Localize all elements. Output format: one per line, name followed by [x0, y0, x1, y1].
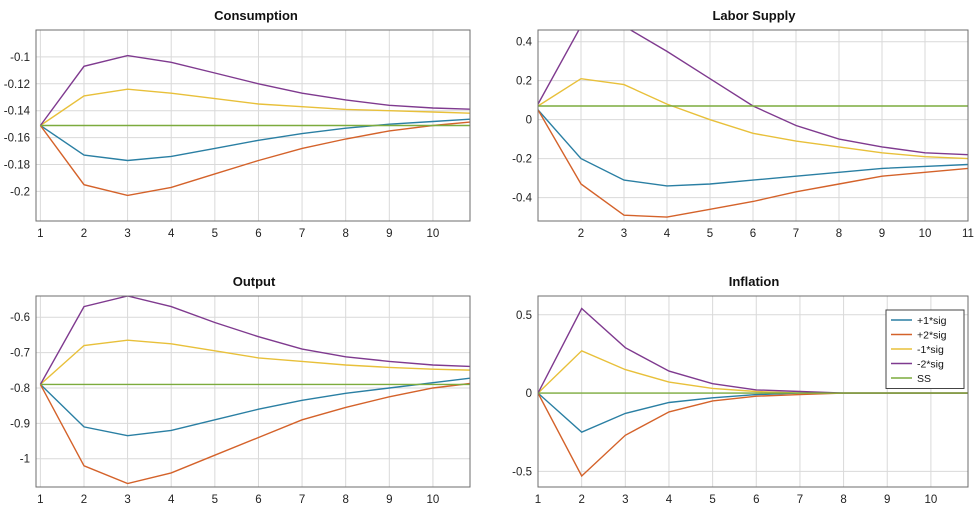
consumption-x-tick-label: 10: [427, 228, 440, 240]
consumption-panel: Consumption 1 2 3 4 5 6 7 8 9 10 -0.2 -0.18 -0.16 -0.…: [4, 8, 471, 240]
consumption-y-tick-label: -0.14: [4, 106, 31, 118]
labor-supply-x-tick-label: 5: [707, 228, 713, 240]
consumption-x-tick-label: 5: [212, 228, 218, 240]
consumption-x-tick-label: 3: [124, 228, 130, 240]
consumption-series-1-sig: [40, 118, 470, 162]
consumption-x-tick-label: 2: [81, 228, 87, 240]
output-x-tick-label: 2: [81, 494, 87, 506]
consumption-y-tick-label: -0.2: [10, 186, 30, 198]
consumption-x-tick-label: 8: [342, 228, 348, 240]
legend-label-ss: SS: [917, 373, 931, 385]
output-title: Output: [233, 274, 276, 289]
labor-supply-y-tick-label: 0.2: [516, 76, 532, 88]
output-series-1-sig: [39, 377, 470, 437]
inflation-panel: Inflation 1 2 3 4 5 6 7 8 9 10 -0.5 0 0.5 +1*sig +2*si…: [512, 274, 969, 506]
labor-supply-y-tick-label: -0.2: [512, 154, 532, 166]
labor-supply-x-tick-label: 6: [750, 228, 756, 240]
output-y-tick-label: -0.9: [10, 418, 30, 430]
output-x-tick-label: 6: [255, 494, 261, 506]
consumption-x-tick-label: 4: [168, 228, 175, 240]
output-x-tick-label: 4: [168, 494, 175, 506]
labor-supply-panel: Labor Supply 2 3 4 5 6 7 8 9 10 11 -0.4 -0.2 0 0.2 0.4: [512, 8, 974, 240]
inflation-x-tick-label: 4: [666, 494, 673, 506]
labor-supply-title: Labor Supply: [712, 8, 796, 23]
labor-supply-series-1-sig: [538, 109, 968, 187]
labor-supply-y-tick-label: 0.4: [516, 37, 533, 49]
output-x-tick-label: 10: [427, 494, 440, 506]
consumption-x-tick-label: 7: [299, 228, 305, 240]
inflation-y-tick-label: -0.5: [512, 466, 532, 478]
labor-supply-y-tick-label: -0.4: [512, 193, 532, 205]
labor-supply-x-tick-label: 7: [793, 228, 799, 240]
labor-supply-x-tick-label: 11: [962, 228, 974, 240]
inflation-x-tick-label: 8: [840, 494, 846, 506]
consumption-y-tick-label: -0.16: [4, 133, 30, 145]
labor-supply-series-2-sig: [538, 109, 968, 218]
consumption-series-2-sig: [39, 121, 470, 197]
consumption-y-tick-label: -0.18: [4, 160, 30, 172]
consumption-x-tick-label: 9: [386, 228, 392, 240]
inflation-title: Inflation: [729, 274, 780, 289]
output-x-tick-label: 8: [342, 494, 348, 506]
consumption-series-1-sig: [40, 88, 470, 127]
output-panel: Output 1 2 3 4 5 6 7 8 9 10 -1 -0.9 -0.8 -0.7 -0.6: [10, 274, 471, 506]
inflation-y-tick-label: 0: [526, 388, 532, 400]
output-y-tick-label: -1: [20, 454, 30, 466]
labor-supply-x-tick-label: 10: [919, 228, 932, 240]
output-x-tick-label: 9: [386, 494, 392, 506]
legend-label-1-sig: -1*sig: [917, 344, 944, 356]
labor-supply-x-tick-label: 9: [879, 228, 885, 240]
output-series-2-sig: [39, 296, 470, 385]
consumption-title: Consumption: [214, 8, 298, 23]
labor-supply-series-1-sig: [538, 77, 968, 160]
consumption-y-tick-label: -0.12: [4, 79, 30, 91]
output-axes-frame: [35, 295, 471, 488]
labor-supply-x-tick-label: 3: [621, 228, 627, 240]
inflation-x-tick-label: 3: [622, 494, 628, 506]
inflation-x-tick-label: 9: [884, 494, 890, 506]
output-y-tick-label: -0.8: [10, 383, 30, 395]
output-x-tick-label: 3: [124, 494, 130, 506]
labor-supply-x-tick-label: 2: [578, 228, 584, 240]
legend-label-1-sig: +1*sig: [917, 315, 947, 327]
consumption-x-tick-label: 1: [37, 228, 43, 240]
labor-supply-x-tick-label: 4: [664, 228, 671, 240]
output-x-tick-label: 5: [212, 494, 218, 506]
inflation-axes-frame: [537, 295, 969, 488]
legend-label-2-sig: -2*sig: [917, 359, 944, 371]
consumption-axes-frame: [35, 29, 471, 222]
output-x-tick-label: 7: [299, 494, 305, 506]
labor-supply-axes-frame: [537, 29, 969, 222]
legend: +1*sig +2*sig -1*sig -2*sig SS: [885, 309, 965, 389]
inflation-y-tick-label: 0.5: [516, 310, 532, 322]
inflation-x-tick-label: 1: [535, 494, 541, 506]
output-y-tick-label: -0.7: [10, 348, 30, 360]
consumption-y-tick-label: -0.1: [10, 52, 30, 64]
consumption-series-2-sig: [39, 54, 470, 126]
inflation-x-tick-label: 6: [753, 494, 759, 506]
labor-supply-y-tick-label: 0: [526, 115, 532, 127]
output-y-tick-label: -0.6: [10, 312, 30, 324]
inflation-x-tick-label: 10: [924, 494, 937, 506]
legend-label-2-sig: +2*sig: [917, 330, 947, 342]
consumption-x-tick-label: 6: [255, 228, 261, 240]
labor-supply-x-tick-label: 8: [836, 228, 842, 240]
inflation-x-tick-label: 7: [797, 494, 803, 506]
inflation-x-tick-label: 5: [709, 494, 715, 506]
output-x-tick-label: 1: [37, 494, 43, 506]
inflation-x-tick-label: 2: [578, 494, 584, 506]
output-series-2-sig: [39, 382, 470, 485]
output-series-1-sig: [39, 339, 470, 385]
